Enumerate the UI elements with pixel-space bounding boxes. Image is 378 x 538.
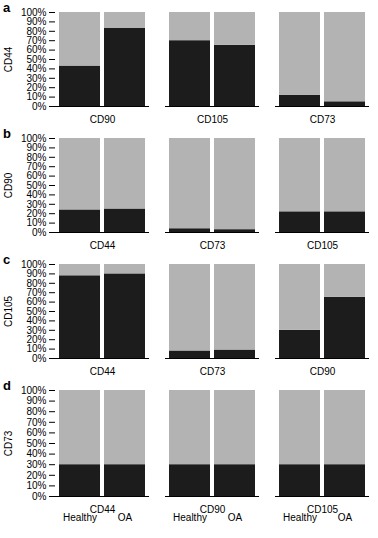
svg-text:70%: 70% <box>26 287 46 298</box>
svg-text:40%: 40% <box>26 63 46 74</box>
svg-text:CD73: CD73 <box>200 366 226 377</box>
svg-text:CD105: CD105 <box>307 240 339 251</box>
svg-text:80%: 80% <box>26 152 46 163</box>
svg-text:Healthy: Healthy <box>283 512 317 523</box>
svg-text:100%: 100% <box>21 385 47 396</box>
svg-text:10%: 10% <box>26 217 46 228</box>
html-text:a: a <box>3 0 11 15</box>
svg-text:30%: 30% <box>26 459 46 470</box>
svg-text:80%: 80% <box>26 278 46 289</box>
svg-text:0%: 0% <box>32 353 47 364</box>
svg-text:50%: 50% <box>26 180 46 191</box>
svg-text:30%: 30% <box>26 325 46 336</box>
svg-text:90%: 90% <box>26 268 46 279</box>
svg-text:10%: 10% <box>26 480 46 491</box>
svg-text:40%: 40% <box>26 315 46 326</box>
svg-text:60%: 60% <box>26 170 46 181</box>
html-text:c: c <box>3 252 11 267</box>
svg-text:50%: 50% <box>26 54 46 65</box>
svg-text:100%: 100% <box>21 259 47 270</box>
svg-text:40%: 40% <box>26 448 46 459</box>
svg-text:20%: 20% <box>26 82 46 93</box>
svg-text:CD90: CD90 <box>199 503 226 515</box>
svg-text:CD44: CD44 <box>3 46 14 72</box>
svg-text:90%: 90% <box>26 395 46 406</box>
svg-text:30%: 30% <box>26 199 46 210</box>
svg-text:CD44: CD44 <box>90 240 116 251</box>
svg-text:CD44: CD44 <box>90 366 116 377</box>
svg-text:0%: 0% <box>32 227 47 238</box>
svg-text:CD73: CD73 <box>310 114 336 125</box>
svg-text:CD105: CD105 <box>306 503 339 515</box>
svg-text:20%: 20% <box>26 334 46 345</box>
svg-text:40%: 40% <box>26 189 46 200</box>
svg-text:20%: 20% <box>26 470 46 481</box>
svg-text:20%: 20% <box>26 208 46 219</box>
svg-text:CD44: CD44 <box>89 503 116 515</box>
svg-text:60%: 60% <box>26 427 46 438</box>
html-text:b: b <box>3 126 11 141</box>
svg-text:10%: 10% <box>26 343 46 354</box>
svg-text:70%: 70% <box>26 417 46 428</box>
svg-text:0%: 0% <box>32 101 47 112</box>
svg-text:90%: 90% <box>26 16 46 27</box>
svg-text:80%: 80% <box>26 406 46 417</box>
svg-text:OA: OA <box>118 512 133 523</box>
svg-text:CD90: CD90 <box>3 172 14 198</box>
svg-text:Healthy: Healthy <box>63 512 97 523</box>
svg-text:80%: 80% <box>26 26 46 37</box>
svg-text:OA: OA <box>338 512 353 523</box>
svg-text:OA: OA <box>228 512 243 523</box>
svg-text:50%: 50% <box>26 306 46 317</box>
svg-text:100%: 100% <box>21 133 47 144</box>
svg-text:CD90: CD90 <box>90 114 116 125</box>
svg-text:CD105: CD105 <box>3 296 14 328</box>
svg-text:70%: 70% <box>26 161 46 172</box>
svg-text:90%: 90% <box>26 142 46 153</box>
svg-text:30%: 30% <box>26 73 46 84</box>
svg-text:0%: 0% <box>32 491 47 502</box>
svg-text:10%: 10% <box>26 91 46 102</box>
svg-text:CD73: CD73 <box>3 430 14 456</box>
svg-text:50%: 50% <box>26 438 46 449</box>
svg-text:CD90: CD90 <box>310 366 336 377</box>
html-text:d: d <box>3 378 11 393</box>
svg-text:100%: 100% <box>21 7 47 18</box>
svg-text:CD105: CD105 <box>197 114 229 125</box>
svg-text:60%: 60% <box>26 44 46 55</box>
svg-text:70%: 70% <box>26 35 46 46</box>
svg-text:Healthy: Healthy <box>173 512 207 523</box>
svg-text:CD73: CD73 <box>200 240 226 251</box>
svg-text:60%: 60% <box>26 296 46 307</box>
